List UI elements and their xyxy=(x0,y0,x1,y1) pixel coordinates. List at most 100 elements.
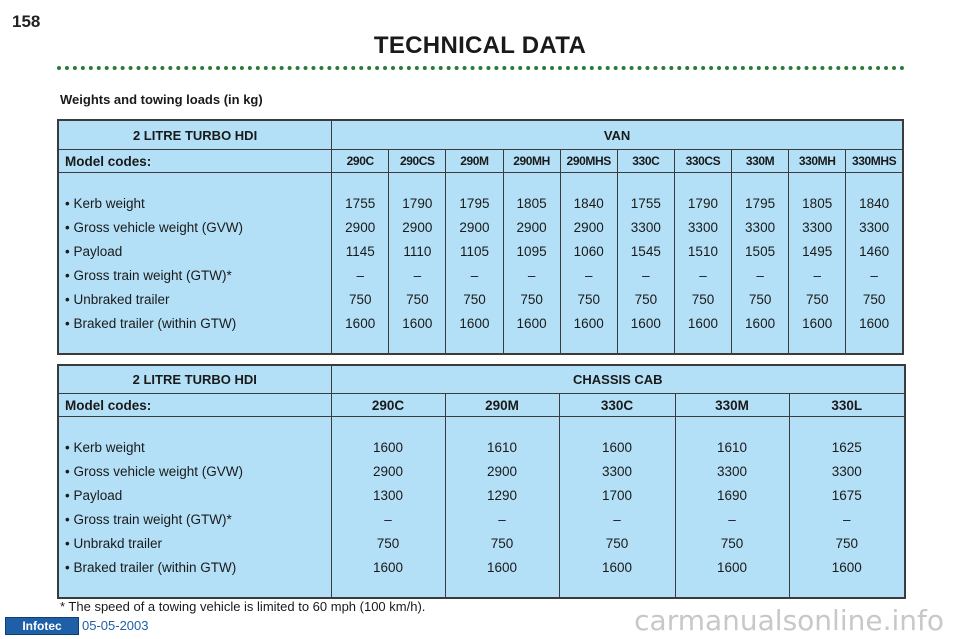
table-cell: – xyxy=(789,507,906,531)
model-code-header: 290C xyxy=(331,393,446,417)
table-cell: – xyxy=(674,263,733,287)
table-cell: 1790 xyxy=(388,191,447,215)
table-cell: 1795 xyxy=(731,191,790,215)
table-cell: – xyxy=(788,263,847,287)
row-label: • Gross vehicle weight (GVW) xyxy=(58,459,332,483)
table-cell: 3300 xyxy=(559,459,676,483)
table-row: • Gross train weight (GTW)* – – – – – – – – – – xyxy=(58,263,904,287)
table-cell: 750 xyxy=(331,531,446,555)
table-cell: 750 xyxy=(675,531,790,555)
table-cell: 750 xyxy=(845,287,904,311)
table-cell: 1095 xyxy=(503,239,561,263)
model-codes-label: Model codes: xyxy=(58,393,332,417)
table-cell: – xyxy=(560,263,618,287)
table-cell: 1300 xyxy=(331,483,446,507)
table-row: • Unbraked trailer 750 750 750 750 750 750 750 7… xyxy=(58,287,904,311)
table-cell: 1600 xyxy=(560,311,618,335)
row-label: • Payload xyxy=(58,483,332,507)
table-cell: 1110 xyxy=(388,239,447,263)
table-cell: 3300 xyxy=(674,215,733,239)
model-code-header: 290C xyxy=(331,149,390,173)
table-row: • Gross train weight (GTW)* – – – – – xyxy=(58,507,906,531)
table-cell: 1840 xyxy=(845,191,904,215)
row-label: • Braked trailer (within GTW) xyxy=(58,555,332,579)
table-cell: 1600 xyxy=(731,311,790,335)
table-cell: 1610 xyxy=(675,435,790,459)
table-cell: 3300 xyxy=(731,215,790,239)
table-cell: 750 xyxy=(560,287,618,311)
table-cell: 1060 xyxy=(560,239,618,263)
table-cell: 1600 xyxy=(674,311,733,335)
engine-header: 2 LITRE TURBO HDI xyxy=(58,120,333,150)
table-cell: 750 xyxy=(674,287,733,311)
table-cell: 1600 xyxy=(675,555,790,579)
table-row: • Kerb weight 1755 1790 1795 1805 1840 1755 179… xyxy=(58,191,904,215)
table-cell: 750 xyxy=(331,287,390,311)
table-cell: 2900 xyxy=(445,215,504,239)
model-code-header: 290M xyxy=(445,393,560,417)
body-type-header: VAN xyxy=(331,120,904,150)
table-row: • Payload 1300 1290 1700 1690 1675 xyxy=(58,483,906,507)
table-cell: 1700 xyxy=(559,483,676,507)
row-label: • Kerb weight xyxy=(58,191,333,215)
table-cell: 2900 xyxy=(331,459,446,483)
model-code-header: 290MH xyxy=(503,149,561,173)
page-number: 158 xyxy=(12,12,41,31)
table-cell: 1460 xyxy=(845,239,904,263)
section-caption: Weights and towing loads (in kg) xyxy=(60,92,263,107)
table-cell: 3300 xyxy=(845,215,904,239)
table-cell: 1840 xyxy=(560,191,618,215)
table-cell: 1805 xyxy=(503,191,561,215)
model-code-header: 290M xyxy=(445,149,504,173)
table-cell: 1600 xyxy=(617,311,675,335)
document-date: 05-05-2003 xyxy=(82,618,149,633)
table-cell: 750 xyxy=(445,287,504,311)
table-cell: 3300 xyxy=(788,215,847,239)
table-row: • Gross vehicle weight (GVW) 2900 2900 3300… xyxy=(58,459,906,483)
engine-header: 2 LITRE TURBO HDI xyxy=(58,365,332,394)
table-cell: 1755 xyxy=(617,191,675,215)
table-cell: 1600 xyxy=(445,311,504,335)
table-cell: 1610 xyxy=(445,435,560,459)
model-code-header: 330C xyxy=(559,393,676,417)
table-row: • Braked trailer (within GTW) 1600 1600 160… xyxy=(58,311,904,335)
model-code-header: 290MHS xyxy=(560,149,618,173)
table-cell: 3300 xyxy=(617,215,675,239)
table-cell: 750 xyxy=(789,531,906,555)
table-cell: 2900 xyxy=(445,459,560,483)
table-cell: 1495 xyxy=(788,239,847,263)
table-cell: 2900 xyxy=(388,215,447,239)
table-cell: 1510 xyxy=(674,239,733,263)
table-cell: – xyxy=(617,263,675,287)
table-cell: – xyxy=(845,263,904,287)
row-label: • Kerb weight xyxy=(58,435,332,459)
table-cell: 1690 xyxy=(675,483,790,507)
table-cell: 1795 xyxy=(445,191,504,215)
model-code-header: 330CS xyxy=(674,149,733,173)
table-cell: 1600 xyxy=(559,435,676,459)
row-label: • Unbraked trailer xyxy=(58,287,333,311)
model-code-header: 330M xyxy=(731,149,790,173)
table-cell: 3300 xyxy=(675,459,790,483)
table-cell: – xyxy=(388,263,447,287)
table-cell: 1625 xyxy=(789,435,906,459)
table-cell: 1790 xyxy=(674,191,733,215)
table-row: • Kerb weight 1600 1610 1600 1610 1625 xyxy=(58,435,906,459)
table-cell: 1600 xyxy=(388,311,447,335)
table-cell: – xyxy=(331,263,390,287)
table-cell: 1600 xyxy=(331,555,446,579)
table-cell: – xyxy=(731,263,790,287)
brand-logo: Infotec xyxy=(5,617,79,635)
model-codes-label: Model codes: xyxy=(58,149,333,173)
table-cell: 1600 xyxy=(445,555,560,579)
table-cell: 750 xyxy=(445,531,560,555)
table-cell: 2900 xyxy=(560,215,618,239)
page-title: TECHNICAL DATA xyxy=(373,32,587,59)
table-cell: – xyxy=(445,263,504,287)
model-code-header: 330L xyxy=(789,393,906,417)
row-label: • Payload xyxy=(58,239,333,263)
table-cell: 1105 xyxy=(445,239,504,263)
table-row: • Unbrakd trailer 750 750 750 750 750 xyxy=(58,531,906,555)
watermark: carmanualsonline.info xyxy=(634,604,944,637)
table-cell: 750 xyxy=(388,287,447,311)
